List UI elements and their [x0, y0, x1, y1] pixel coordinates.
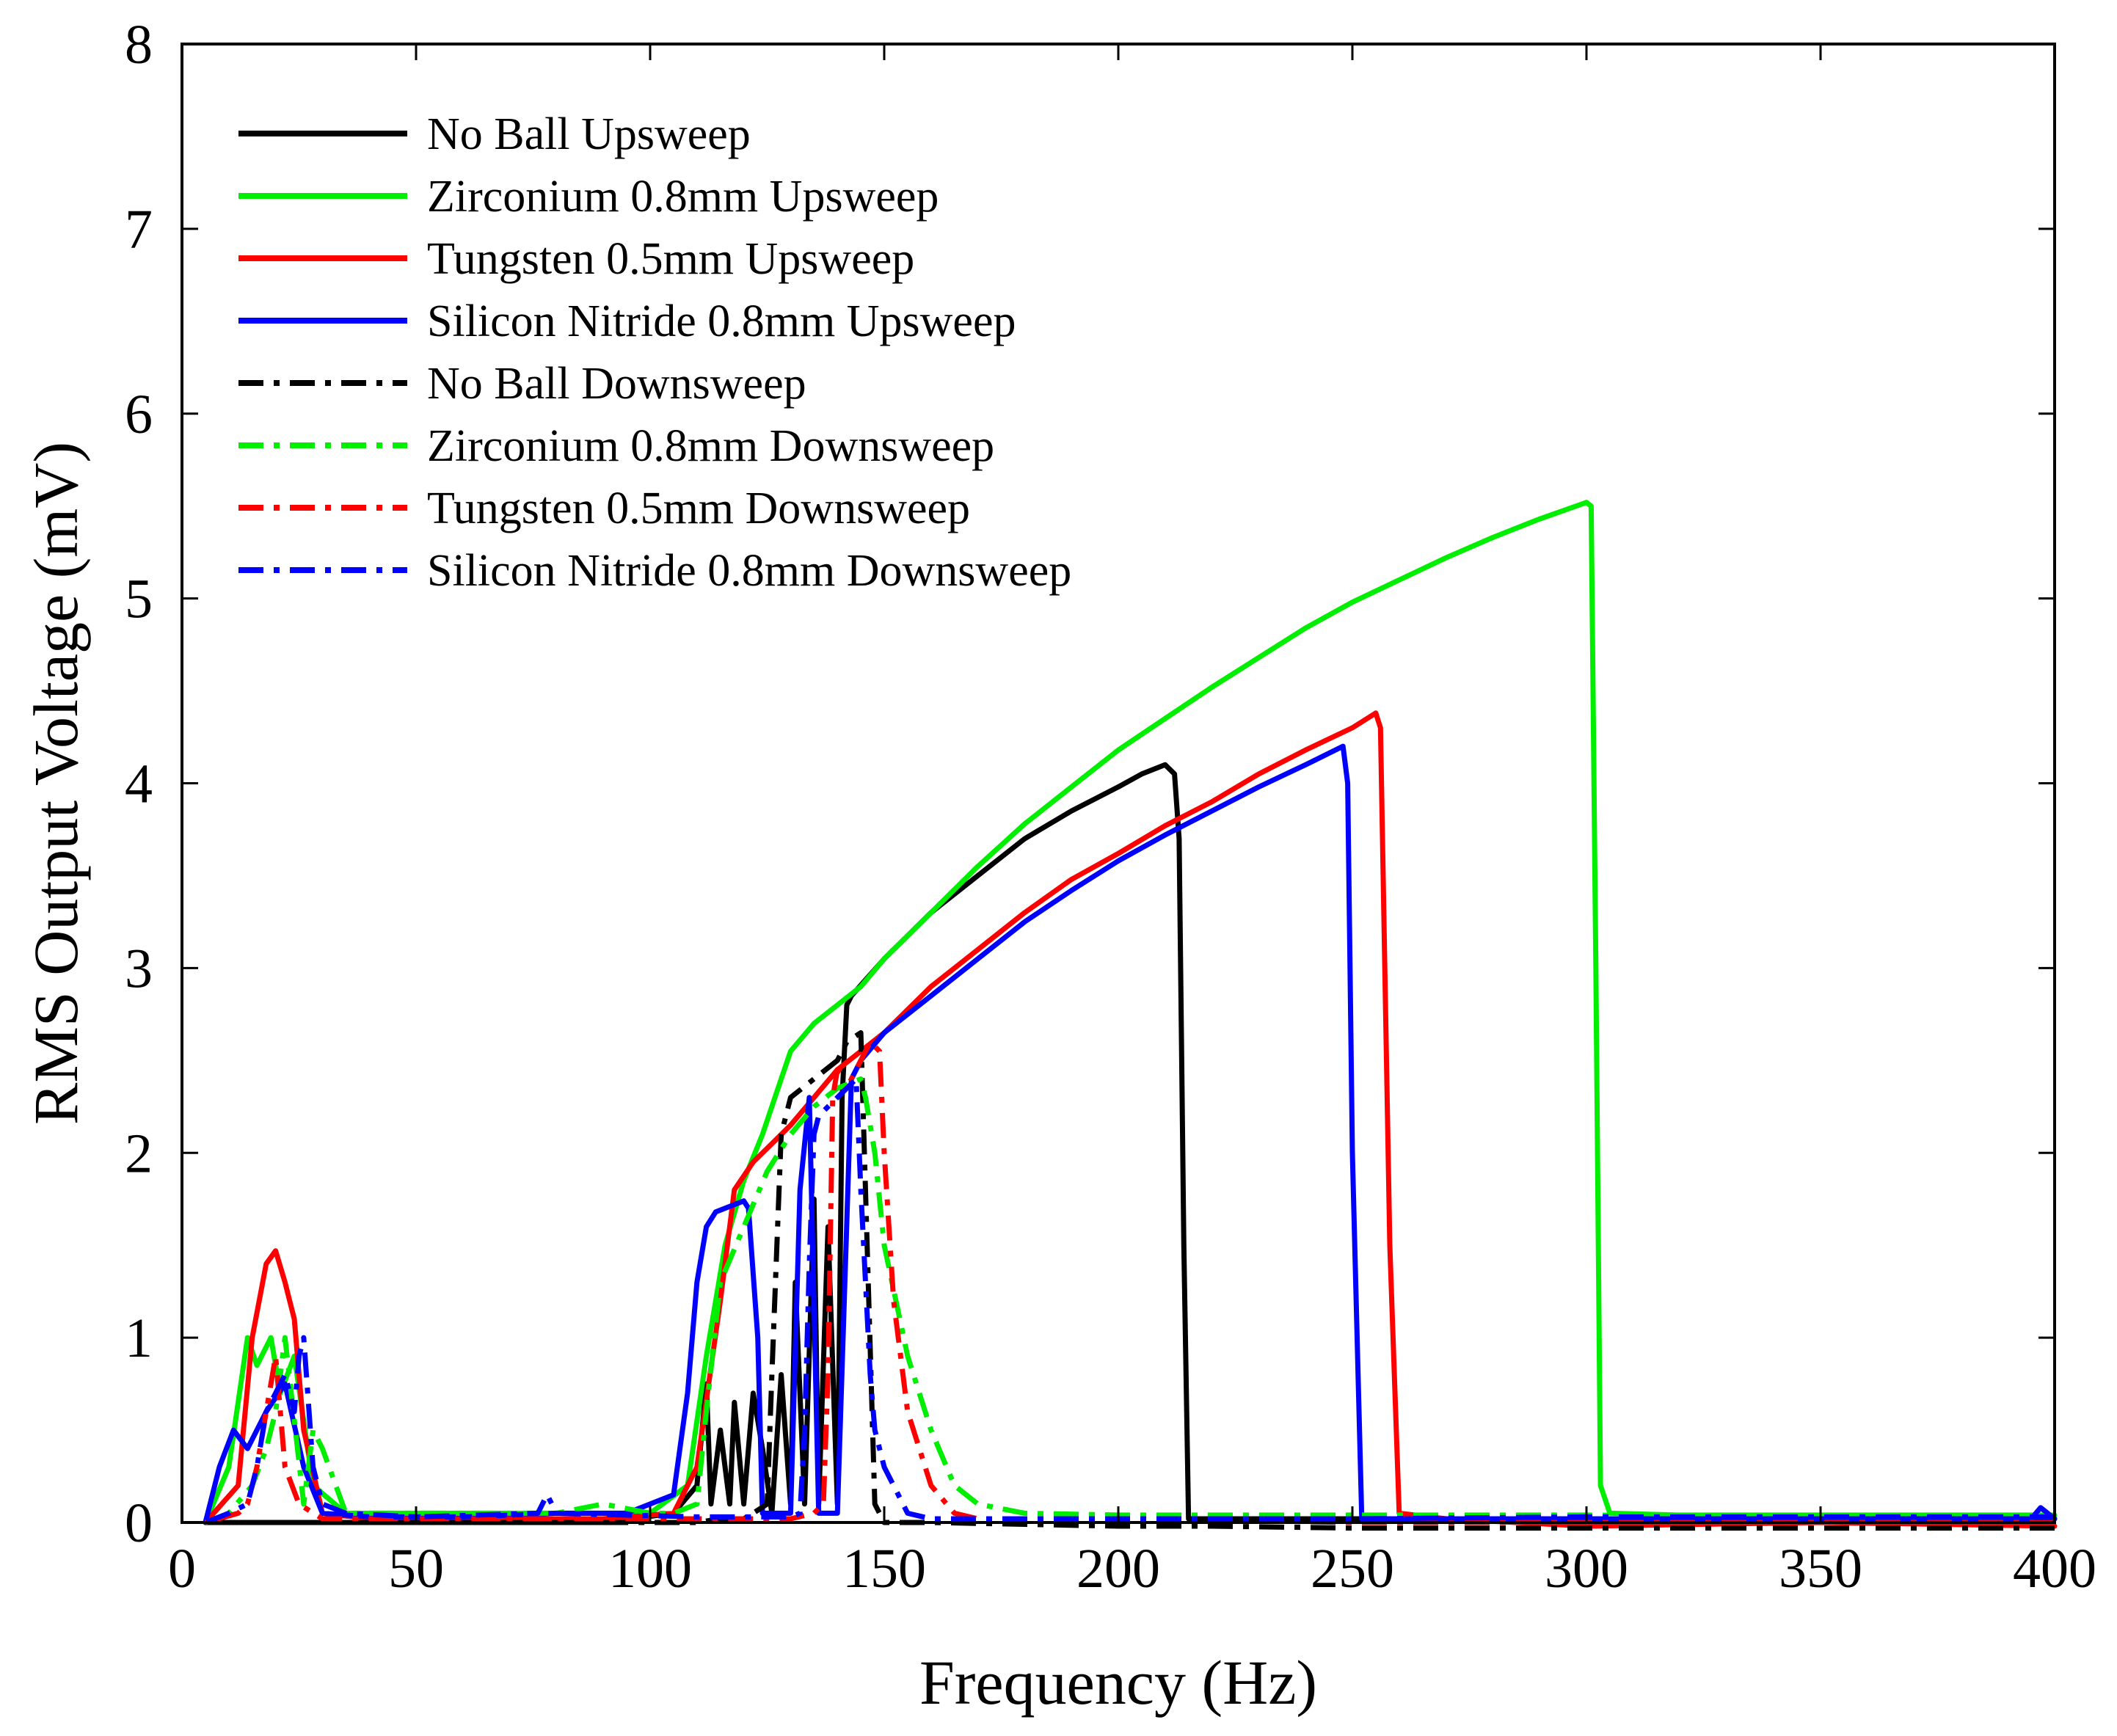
series-line-0 [203, 762, 2058, 1525]
x-axis-title: Frequency (Hz) [919, 1647, 1317, 1718]
series-line-7 [204, 1076, 2055, 1525]
series-line-4 [205, 1030, 2055, 1531]
y-tick-label: 3 [125, 938, 153, 999]
x-tick-label: 100 [608, 1538, 692, 1600]
ticks-layer: 0 50 100 150 200 250 300 350 400 0 1 2 3 4 5 6 7 8 [125, 14, 2096, 1600]
y-tick-label: 4 [125, 754, 153, 815]
x-tick-label: 300 [1545, 1538, 1628, 1600]
series-line-2 [203, 710, 2058, 1529]
series-line-6 [204, 1039, 2055, 1525]
y-tick-label: 7 [125, 199, 153, 260]
x-tick-label: 50 [388, 1538, 444, 1600]
x-tick-label: 150 [842, 1538, 926, 1600]
series-line-1 [203, 500, 2058, 1525]
series-line-3 [203, 743, 2058, 1525]
y-tick-label: 2 [125, 1123, 153, 1184]
x-tick-label: 350 [1779, 1538, 1862, 1600]
legend-label-6: Tungsten 0.5mm Downsweep [427, 484, 970, 533]
x-tick-label: 400 [2013, 1538, 2096, 1600]
y-tick-label: 1 [125, 1308, 153, 1369]
y-axis-title: RMS Output Voltage (mV) [21, 442, 91, 1125]
x-tick-label: 250 [1311, 1538, 1394, 1600]
y-tick-label: 0 [125, 1492, 153, 1554]
legend-label-4: No Ball Downsweep [427, 359, 806, 409]
legend-label-0: No Ball Upsweep [427, 109, 751, 159]
legend-label-3: Silicon Nitride 0.8mm Upsweep [427, 296, 1016, 346]
series-layer [203, 500, 2058, 1531]
y-tick-label: 5 [125, 569, 153, 630]
legend-label-1: Zirconium 0.8mm Upsweep [427, 172, 939, 222]
x-tick-label: 0 [168, 1538, 196, 1600]
legend-label-7: Silicon Nitride 0.8mm Downsweep [427, 546, 1071, 596]
y-tick-label: 6 [125, 384, 153, 445]
legend: No Ball Upsweep Zirconium 0.8mm Upsweep Tu… [238, 109, 1071, 596]
series-line-5 [204, 1076, 2055, 1525]
y-tick-label: 8 [125, 14, 153, 76]
legend-label-2: Tungsten 0.5mm Upsweep [427, 234, 914, 284]
legend-label-5: Zirconium 0.8mm Downsweep [427, 421, 994, 471]
x-tick-label: 200 [1076, 1538, 1160, 1600]
